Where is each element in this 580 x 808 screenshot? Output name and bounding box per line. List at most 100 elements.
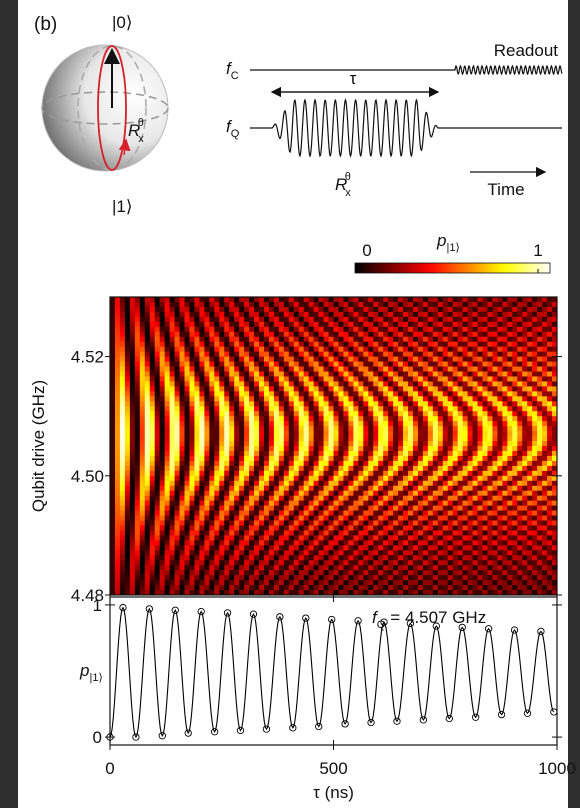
heatmap-cell (408, 565, 413, 570)
heatmap-cell (135, 496, 140, 501)
heatmap-cell (120, 496, 125, 501)
heatmap-cell (507, 466, 512, 471)
heatmap-cell (219, 386, 224, 391)
heatmap-cell (373, 456, 378, 461)
heatmap-cell (343, 376, 348, 381)
heatmap-cell (284, 312, 289, 317)
heatmap-cell (363, 431, 368, 436)
heatmap-cell (309, 550, 314, 555)
heatmap-cell (329, 486, 334, 491)
heatmap-cell (468, 506, 473, 511)
heatmap-cell (383, 525, 388, 530)
heatmap-cell (284, 461, 289, 466)
heatmap-cell (527, 386, 532, 391)
heatmap-cell (363, 302, 368, 307)
heatmap-cell (199, 381, 204, 386)
heatmap-cell (165, 317, 170, 322)
heatmap-cell (448, 471, 453, 476)
heatmap-cell (324, 441, 329, 446)
heatmap-cell (338, 456, 343, 461)
heatmap-cell (478, 401, 483, 406)
heatmap-cell (194, 431, 199, 436)
heatmap-cell (542, 491, 547, 496)
heatmap-cell (418, 386, 423, 391)
heatmap-cell (145, 451, 150, 456)
heatmap-cell (358, 471, 363, 476)
heatmap-cell (393, 362, 398, 367)
heatmap-cell (279, 535, 284, 540)
heatmap-cell (338, 545, 343, 550)
heatmap-cell (383, 491, 388, 496)
heatmap-cell (373, 416, 378, 421)
heatmap-cell (180, 317, 185, 322)
heatmap-cell (209, 446, 214, 451)
heatmap-cell (363, 367, 368, 372)
heatmap-cell (140, 521, 145, 526)
heatmap-cell (458, 545, 463, 550)
heatmap-cell (334, 506, 339, 511)
heatmap-cell (264, 362, 269, 367)
heatmap-cell (393, 486, 398, 491)
heatmap-cell (448, 516, 453, 521)
heatmap-cell (224, 496, 229, 501)
heatmap-cell (254, 347, 259, 352)
heatmap-cell (438, 406, 443, 411)
heatmap-cell (130, 521, 135, 526)
heatmap-cell (160, 516, 165, 521)
heatmap-cell (204, 535, 209, 540)
heatmap-cell (214, 352, 219, 357)
heatmap-cell (185, 555, 190, 560)
heatmap-cell (189, 446, 194, 451)
heatmap-cell (314, 391, 319, 396)
heatmap-cell (334, 411, 339, 416)
heatmap-cell (522, 491, 527, 496)
heatmap-cell (125, 342, 130, 347)
heatmap-cell (527, 352, 532, 357)
heatmap-cell (170, 302, 175, 307)
heatmap-cell (527, 322, 532, 327)
heatmap-cell (547, 466, 552, 471)
heatmap-cell (522, 446, 527, 451)
heatmap-cell (532, 501, 537, 506)
heatmap-cell (199, 540, 204, 545)
heatmap-cell (239, 451, 244, 456)
heatmap-cell (448, 372, 453, 377)
heatmap-cell (507, 342, 512, 347)
heatmap-cell (279, 545, 284, 550)
heatmap-cell (269, 550, 274, 555)
heatmap-cell (443, 312, 448, 317)
heatmap-cell (234, 545, 239, 550)
heatmap-cell (314, 406, 319, 411)
heatmap-cell (165, 337, 170, 342)
heatmap-cell (309, 436, 314, 441)
heatmap-cell (423, 307, 428, 312)
heatmap-cell (517, 555, 522, 560)
heatmap-cell (165, 461, 170, 466)
heatmap-cell (234, 456, 239, 461)
heatmap-cell (463, 307, 468, 312)
heatmap-cell (348, 535, 353, 540)
heatmap-cell (140, 466, 145, 471)
heatmap-cell (478, 411, 483, 416)
heatmap-cell (274, 441, 279, 446)
heatmap-cell (348, 312, 353, 317)
heatmap-cell (160, 352, 165, 357)
heatmap-cell (423, 456, 428, 461)
heatmap-cell (239, 506, 244, 511)
heatmap-cell (214, 560, 219, 565)
heatmap-cell (274, 347, 279, 352)
heatmap-cell (249, 381, 254, 386)
heatmap-cell (180, 530, 185, 535)
heatmap-cell (502, 481, 507, 486)
heatmap-cell (204, 491, 209, 496)
heatmap-cell (388, 471, 393, 476)
heatmap-cell (438, 550, 443, 555)
heatmap-cell (324, 327, 329, 332)
heatmap-cell (343, 406, 348, 411)
heatmap-cell (542, 401, 547, 406)
heatmap-cell (249, 550, 254, 555)
heatmap-cell (145, 401, 150, 406)
heatmap-cell (468, 317, 473, 322)
heatmap-cell (294, 327, 299, 332)
heatmap-cell (125, 297, 130, 302)
